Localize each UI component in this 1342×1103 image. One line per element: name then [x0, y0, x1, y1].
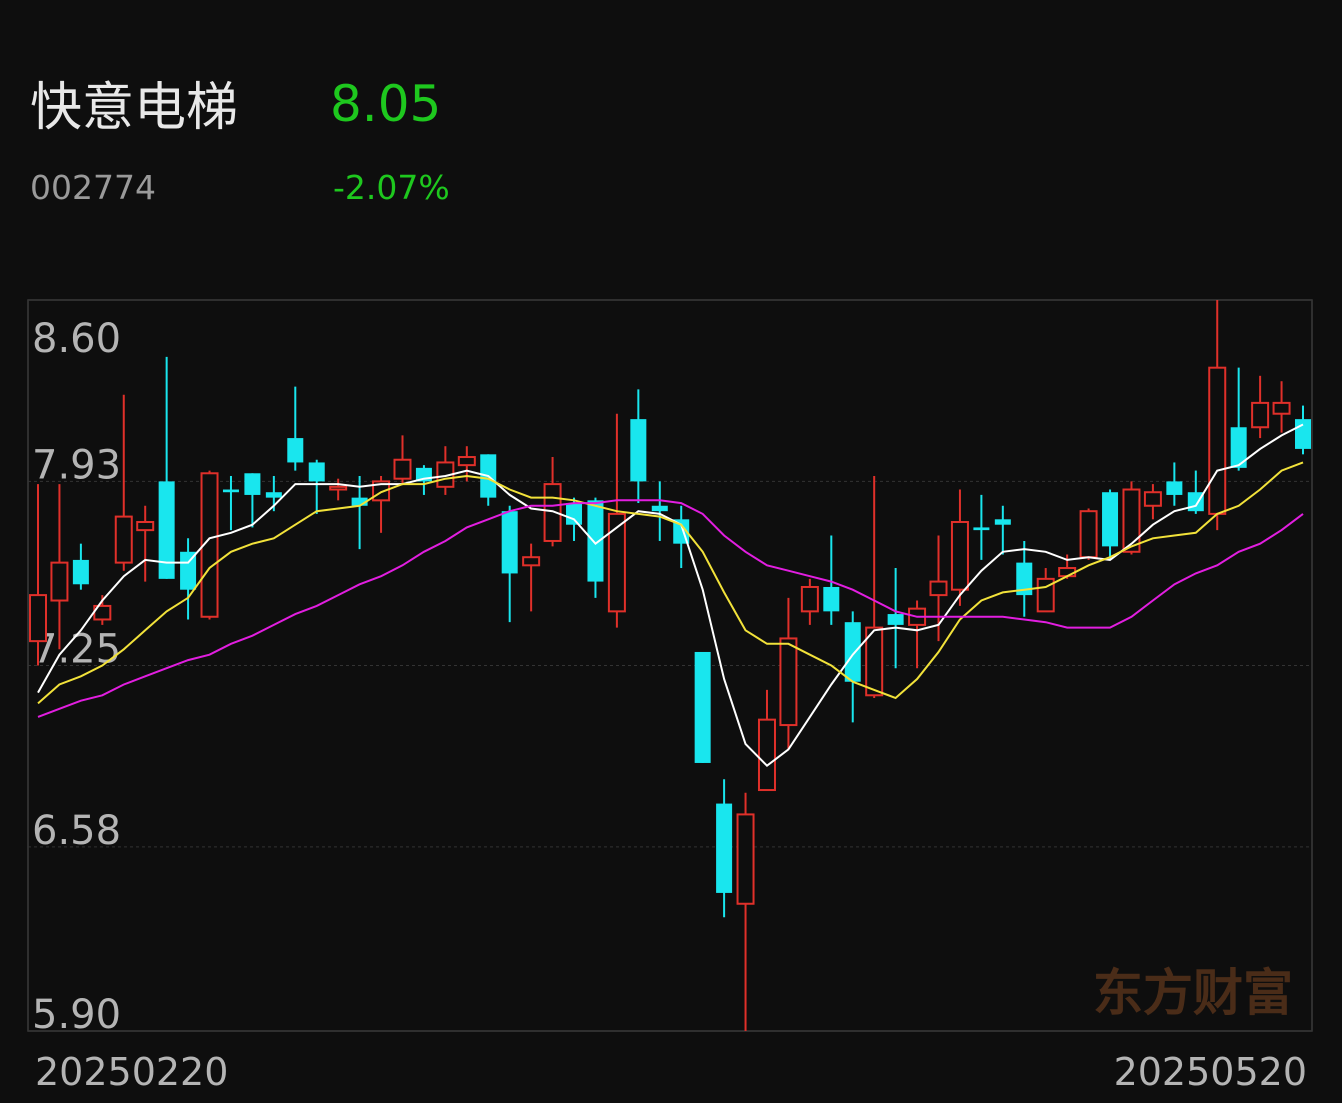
- x-tick-label: 20250520: [1114, 1050, 1307, 1094]
- candle-body: [994, 519, 1011, 525]
- price-change: -2.07%: [333, 168, 450, 207]
- candle-body: [607, 512, 626, 613]
- candle-body: [1295, 419, 1311, 449]
- candle-body: [587, 500, 604, 582]
- candle-body: [973, 527, 990, 531]
- candle-body: [308, 462, 325, 482]
- candle-body: [222, 489, 239, 493]
- candle-body: [1208, 366, 1227, 515]
- candle-body: [1058, 567, 1077, 578]
- candle-body: [158, 481, 175, 579]
- stock-price: 8.05: [330, 75, 441, 133]
- candle-body: [244, 473, 261, 495]
- candle-body: [351, 497, 368, 506]
- candle-body: [716, 803, 733, 893]
- candle-body: [929, 580, 948, 597]
- candle-body: [136, 521, 155, 532]
- candle-body: [779, 637, 798, 727]
- candle-body: [1102, 492, 1119, 547]
- candle-body: [865, 626, 884, 697]
- candle-body: [1272, 401, 1291, 415]
- moving-average-line: [37, 499, 1304, 718]
- candle-body: [887, 614, 904, 625]
- candle-body: [800, 585, 819, 613]
- candle-body: [265, 492, 282, 498]
- stock-name: 快意电梯: [30, 78, 238, 138]
- y-tick-label: 8.60: [32, 316, 121, 362]
- candle-body: [393, 458, 412, 480]
- candle-body: [457, 456, 476, 467]
- candle-body: [1079, 510, 1098, 559]
- watermark: 东方财富: [1093, 964, 1293, 1022]
- candle-body: [1166, 481, 1183, 495]
- y-tick-label: 7.93: [32, 442, 121, 488]
- candle-body: [823, 586, 840, 612]
- stock-code: 002774: [30, 168, 156, 207]
- y-tick-label: 5.90: [32, 992, 121, 1038]
- candle-body: [757, 718, 776, 792]
- candle-body: [1122, 488, 1141, 553]
- candle-body: [180, 551, 197, 590]
- candle-body: [200, 472, 219, 618]
- y-tick-label: 6.58: [32, 808, 121, 854]
- candle-body: [114, 515, 133, 564]
- candle-body: [1143, 491, 1162, 507]
- candle-body: [736, 813, 755, 905]
- candle-body: [566, 503, 583, 525]
- candle-body: [72, 559, 89, 585]
- candle-body: [501, 511, 518, 574]
- moving-average-line: [37, 461, 1304, 705]
- candle-body: [29, 594, 47, 643]
- x-tick-label: 20250220: [35, 1050, 228, 1094]
- moving-average-line: [37, 423, 1304, 768]
- candle-body: [1251, 401, 1270, 429]
- candle-body: [950, 521, 969, 591]
- candle-body: [50, 561, 69, 602]
- candle-body: [1230, 427, 1247, 468]
- candle-body: [329, 485, 348, 491]
- candle-body: [694, 651, 711, 763]
- candle-body: [630, 419, 647, 482]
- candle-body: [1016, 562, 1033, 596]
- candle-body: [522, 556, 541, 567]
- candle-body: [287, 438, 304, 463]
- candle-body: [651, 505, 668, 512]
- candle-body: [844, 622, 861, 682]
